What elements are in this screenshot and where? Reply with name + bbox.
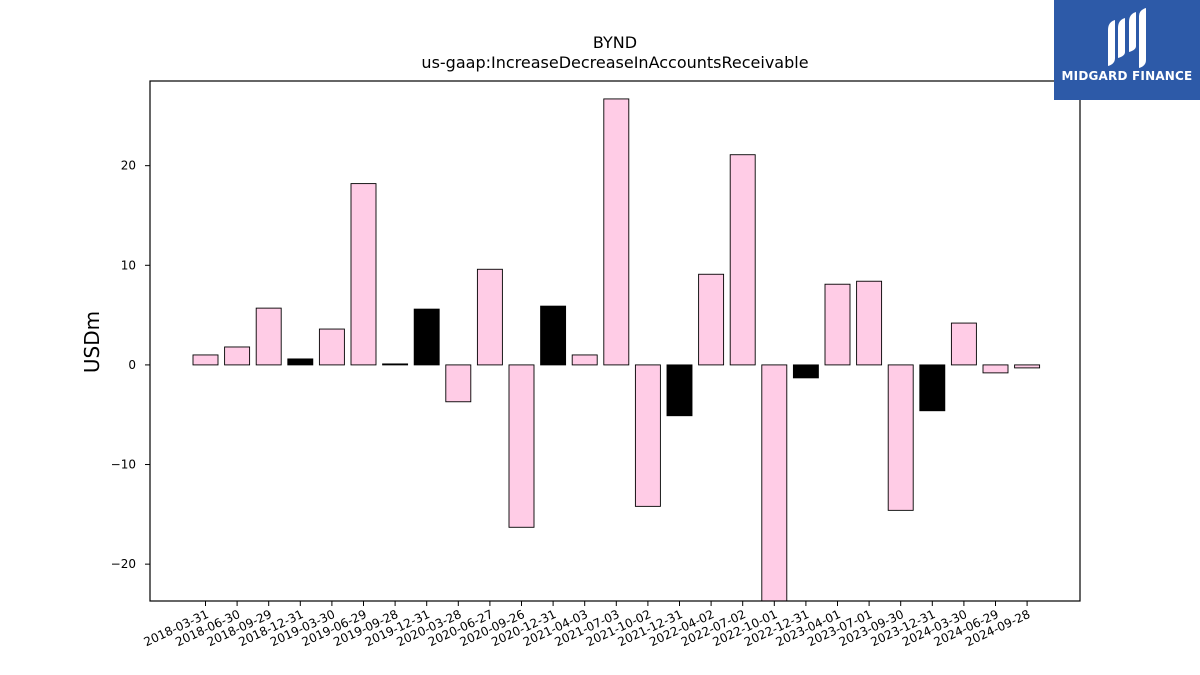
y-axis-label: USDm	[80, 311, 104, 373]
bar-2021-04-03	[571, 354, 598, 366]
bar-2020-03-28	[445, 364, 472, 403]
bar-2023-04-01	[824, 283, 851, 366]
y-tick-label: −20	[111, 557, 136, 571]
bar-2018-12-31	[287, 358, 314, 366]
bars-group	[192, 98, 1041, 602]
plot-frame	[149, 80, 1081, 602]
bar-2021-07-03	[603, 98, 630, 366]
bar-2024-06-29	[982, 364, 1009, 374]
bar-2020-09-26	[508, 364, 535, 528]
bar-2019-03-30	[318, 328, 345, 366]
bar-2018-03-31	[192, 354, 219, 366]
bar-2023-07-01	[856, 280, 883, 366]
y-tick-label: −10	[111, 458, 136, 472]
y-axis: −20 −10 0 10 20	[111, 159, 150, 571]
bar-2020-12-31	[540, 305, 567, 366]
bar-2021-10-02	[634, 364, 661, 507]
y-tick-label: 20	[121, 159, 136, 173]
bar-2019-06-29	[350, 183, 377, 366]
bar-2022-07-02	[729, 154, 756, 366]
bar-2024-03-30	[950, 322, 977, 366]
bar-2024-09-28	[1014, 364, 1041, 369]
brand-logo: MIDGARD FINANCE	[1054, 0, 1200, 100]
bar-2019-09-28	[382, 363, 409, 366]
bar-2020-06-27	[476, 268, 503, 366]
bar-2021-12-31	[666, 364, 693, 417]
logo-text: MIDGARD FINANCE	[1061, 69, 1193, 83]
chart-subtitle: us-gaap:IncreaseDecreaseInAccountsReceiv…	[421, 53, 808, 72]
y-tick-label: 0	[128, 358, 136, 372]
bar-2023-09-30	[887, 364, 914, 511]
y-tick-label: 10	[121, 258, 136, 272]
bar-2018-06-30	[224, 346, 251, 366]
bar-2019-12-31	[413, 308, 440, 366]
bar-2022-12-31	[792, 364, 819, 379]
midgard-logo-icon	[1108, 8, 1146, 68]
bar-2022-10-01	[761, 364, 788, 602]
bar-2018-09-29	[255, 307, 282, 366]
bar-2023-12-31	[919, 364, 946, 412]
bar-2022-04-02	[698, 273, 725, 366]
x-axis: 2018-03-312018-06-302018-09-292018-12-31…	[142, 601, 1032, 649]
chart-title: BYND	[593, 33, 637, 52]
